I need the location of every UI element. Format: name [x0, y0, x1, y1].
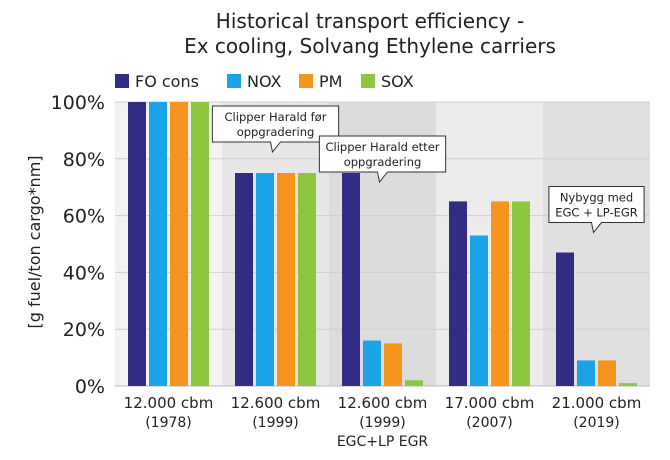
callout-box	[548, 186, 645, 234]
bar-fo-cons	[235, 173, 253, 386]
bar-fo-cons	[556, 252, 574, 386]
legend: FO cons NOX PM SOX	[115, 72, 414, 91]
x-tick-label: 21.000 cbm	[552, 394, 642, 412]
x-tick-label: 12.600 cbm	[231, 394, 321, 412]
y-tick-label: 100%	[51, 92, 105, 114]
callout-box	[318, 135, 447, 184]
callout-text: Nybygg med	[560, 191, 633, 205]
x-tick-label: (1999)	[359, 415, 406, 431]
x-tick-label: (2019)	[573, 415, 620, 431]
callout-text: EGC + LP-EGR	[555, 206, 638, 220]
legend-swatch	[227, 74, 241, 88]
legend-item: SOX	[361, 72, 414, 91]
bar-pm	[170, 102, 188, 386]
bar-sox	[405, 380, 423, 386]
bar-fo-cons	[449, 201, 467, 386]
bar-pm	[277, 173, 295, 386]
y-tick-label: 40%	[63, 262, 105, 284]
chart-title: Historical transport efficiency - Ex coo…	[184, 9, 556, 58]
legend-label: SOX	[381, 72, 414, 91]
chart-title-line-2: Ex cooling, Solvang Ethylene carriers	[184, 34, 556, 58]
legend-item: FO cons	[115, 72, 199, 91]
chart-title-line-1: Historical transport efficiency -	[216, 9, 524, 33]
bar-sox	[298, 173, 316, 386]
legend-swatch	[299, 74, 313, 88]
bar-nox	[577, 360, 595, 386]
x-axis-ticks: 12.000 cbm (1978) 12.600 cbm (1999) 12.600 c…	[124, 394, 642, 450]
bars	[128, 102, 637, 386]
x-tick-label: 12.600 cbm	[338, 394, 428, 412]
legend-label: NOX	[247, 72, 282, 91]
y-axis-label: [g fuel/ton cargo*nm]	[25, 155, 44, 328]
x-tick-label: EGC+LP EGR	[337, 434, 429, 450]
legend-label: FO cons	[135, 72, 199, 91]
callout-text: Clipper Harald før	[225, 110, 327, 124]
bar-sox	[512, 201, 530, 386]
callout-text: Clipper Harald etter	[326, 140, 440, 154]
y-tick-label: 60%	[63, 206, 105, 228]
bar-nox	[363, 340, 381, 386]
y-tick-label: 80%	[63, 149, 105, 171]
legend-swatch	[361, 74, 375, 88]
bar-fo-cons	[342, 173, 360, 386]
y-axis-ticks: 0% 20% 40% 60% 80% 100%	[51, 92, 105, 398]
bar-fo-cons	[128, 102, 146, 386]
callout-box	[211, 105, 340, 154]
legend-swatch	[115, 74, 129, 88]
x-tick-label: 12.000 cbm	[124, 394, 214, 412]
bar-nox	[256, 173, 274, 386]
legend-label: PM	[319, 72, 342, 91]
y-tick-label: 20%	[63, 319, 105, 341]
legend-item: NOX	[227, 72, 282, 91]
x-tick-label: (1978)	[145, 415, 192, 431]
callout-text: oppgradering	[344, 155, 422, 169]
bar-nox	[470, 235, 488, 386]
y-tick-label: 0%	[75, 376, 105, 398]
legend-item: PM	[299, 72, 342, 91]
bar-pm	[384, 343, 402, 386]
bar-pm	[491, 201, 509, 386]
x-tick-label: (2007)	[466, 415, 513, 431]
callout-text: oppgradering	[237, 125, 315, 139]
x-tick-label: (1999)	[252, 415, 299, 431]
bar-sox	[619, 383, 637, 386]
bar-pm	[598, 360, 616, 386]
bar-nox	[149, 102, 167, 386]
bar-sox	[191, 102, 209, 386]
x-tick-label: 17.000 cbm	[445, 394, 535, 412]
